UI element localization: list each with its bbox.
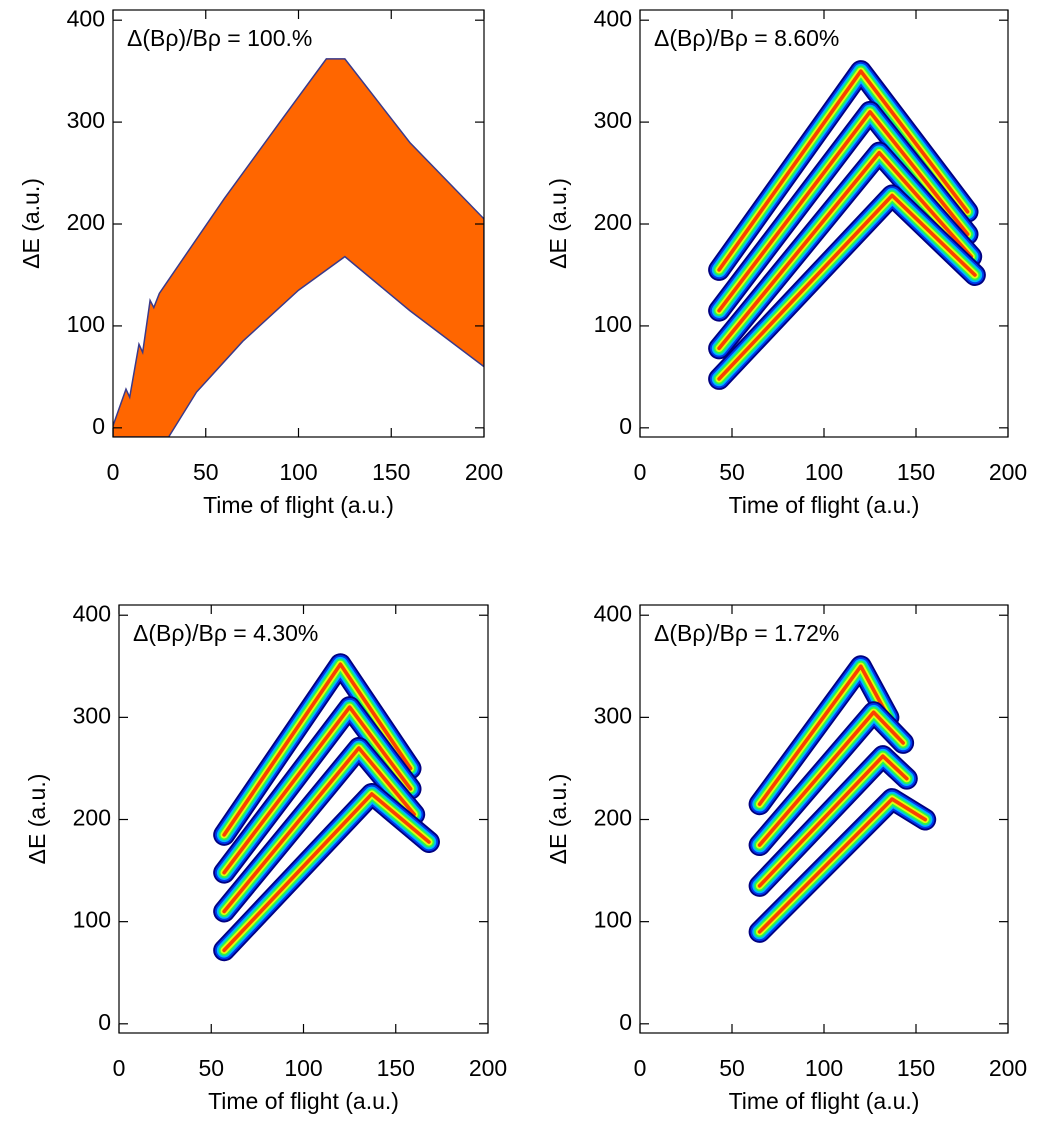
y-axis-label: ΔE (a.u.) xyxy=(545,178,571,269)
density-band xyxy=(757,710,905,847)
y-tick-label: 400 xyxy=(594,600,632,626)
y-tick-label: 300 xyxy=(67,107,105,133)
y-tick-label: 300 xyxy=(594,702,632,728)
density-band xyxy=(222,705,413,875)
density-band xyxy=(717,150,974,351)
density-band xyxy=(717,110,970,313)
panel: 0 50 100 150 200 0 100 200 300 400 Δ(Bρ)/Bρ = 1.72… xyxy=(545,600,1027,1114)
x-tick-label: 200 xyxy=(469,1055,507,1081)
panel-title: Δ(Bρ)/Bρ = 1.72% xyxy=(654,620,839,646)
y-tick-label: 200 xyxy=(594,209,632,235)
panel: 0 50 100 150 200 0 100 200 300 400 Δ(Bρ)/Bρ = 100.… xyxy=(18,5,503,518)
y-tick-label: 100 xyxy=(73,907,111,933)
density-band xyxy=(757,797,928,934)
density-band xyxy=(222,662,413,837)
x-axis-label: Time of flight (a.u.) xyxy=(208,1088,399,1114)
density-band xyxy=(222,746,417,914)
panel: 0 50 100 150 200 0 100 200 300 400 Δ(Bρ)/Bρ = 4.30… xyxy=(24,600,507,1114)
density-band xyxy=(757,664,891,807)
x-tick-label: 200 xyxy=(989,1055,1027,1081)
x-tick-label: 0 xyxy=(113,1055,126,1081)
panel-title: Δ(Bρ)/Bρ = 100.% xyxy=(127,25,312,51)
y-axis-label: ΔE (a.u.) xyxy=(24,774,50,865)
y-tick-label: 200 xyxy=(73,805,111,831)
x-tick-label: 150 xyxy=(377,1055,415,1081)
y-tick-label: 200 xyxy=(67,209,105,235)
x-tick-label: 200 xyxy=(465,459,503,485)
x-tick-label: 150 xyxy=(897,459,935,485)
x-axis-label: Time of flight (a.u.) xyxy=(729,492,920,518)
x-tick-label: 50 xyxy=(198,1055,224,1081)
y-tick-label: 100 xyxy=(594,907,632,933)
x-tick-label: 150 xyxy=(897,1055,935,1081)
y-axis-label: ΔE (a.u.) xyxy=(18,178,44,269)
x-tick-label: 0 xyxy=(634,1055,647,1081)
x-axis-label: Time of flight (a.u.) xyxy=(729,1088,920,1114)
density-band xyxy=(717,69,970,272)
x-tick-label: 100 xyxy=(284,1055,322,1081)
density-band xyxy=(717,193,977,381)
plot-area xyxy=(748,655,937,943)
y-axis-label: ΔE (a.u.) xyxy=(545,774,571,865)
plot-area xyxy=(113,58,484,437)
x-tick-label: 0 xyxy=(634,459,647,485)
x-axis-label: Time of flight (a.u.) xyxy=(203,492,394,518)
plot-area xyxy=(708,60,986,390)
panel-title: Δ(Bρ)/Bρ = 4.30% xyxy=(133,620,318,646)
y-tick-label: 0 xyxy=(98,1009,111,1035)
x-tick-label: 0 xyxy=(107,459,120,485)
filled-region xyxy=(113,58,484,437)
plot-area xyxy=(213,653,440,962)
y-tick-label: 0 xyxy=(619,413,632,439)
y-tick-label: 0 xyxy=(619,1009,632,1035)
y-tick-label: 100 xyxy=(594,311,632,337)
x-tick-label: 200 xyxy=(989,459,1027,485)
y-tick-label: 400 xyxy=(67,5,105,31)
density-band xyxy=(222,792,431,953)
y-tick-label: 400 xyxy=(594,5,632,31)
x-tick-label: 150 xyxy=(372,459,410,485)
y-tick-label: 300 xyxy=(594,107,632,133)
x-tick-label: 50 xyxy=(193,459,219,485)
y-tick-label: 400 xyxy=(73,600,111,626)
x-tick-label: 50 xyxy=(719,459,745,485)
x-tick-label: 50 xyxy=(719,1055,745,1081)
x-tick-label: 100 xyxy=(279,459,317,485)
panel: 0 50 100 150 200 0 100 200 300 400 Δ(Bρ)/Bρ = 8.60… xyxy=(545,5,1027,518)
x-tick-label: 100 xyxy=(805,1055,843,1081)
density-band xyxy=(757,754,909,888)
y-tick-label: 100 xyxy=(67,311,105,337)
y-tick-label: 300 xyxy=(73,702,111,728)
x-tick-label: 100 xyxy=(805,459,843,485)
y-tick-label: 0 xyxy=(92,413,105,439)
panel-title: Δ(Bρ)/Bρ = 8.60% xyxy=(654,25,839,51)
y-tick-label: 200 xyxy=(594,805,632,831)
